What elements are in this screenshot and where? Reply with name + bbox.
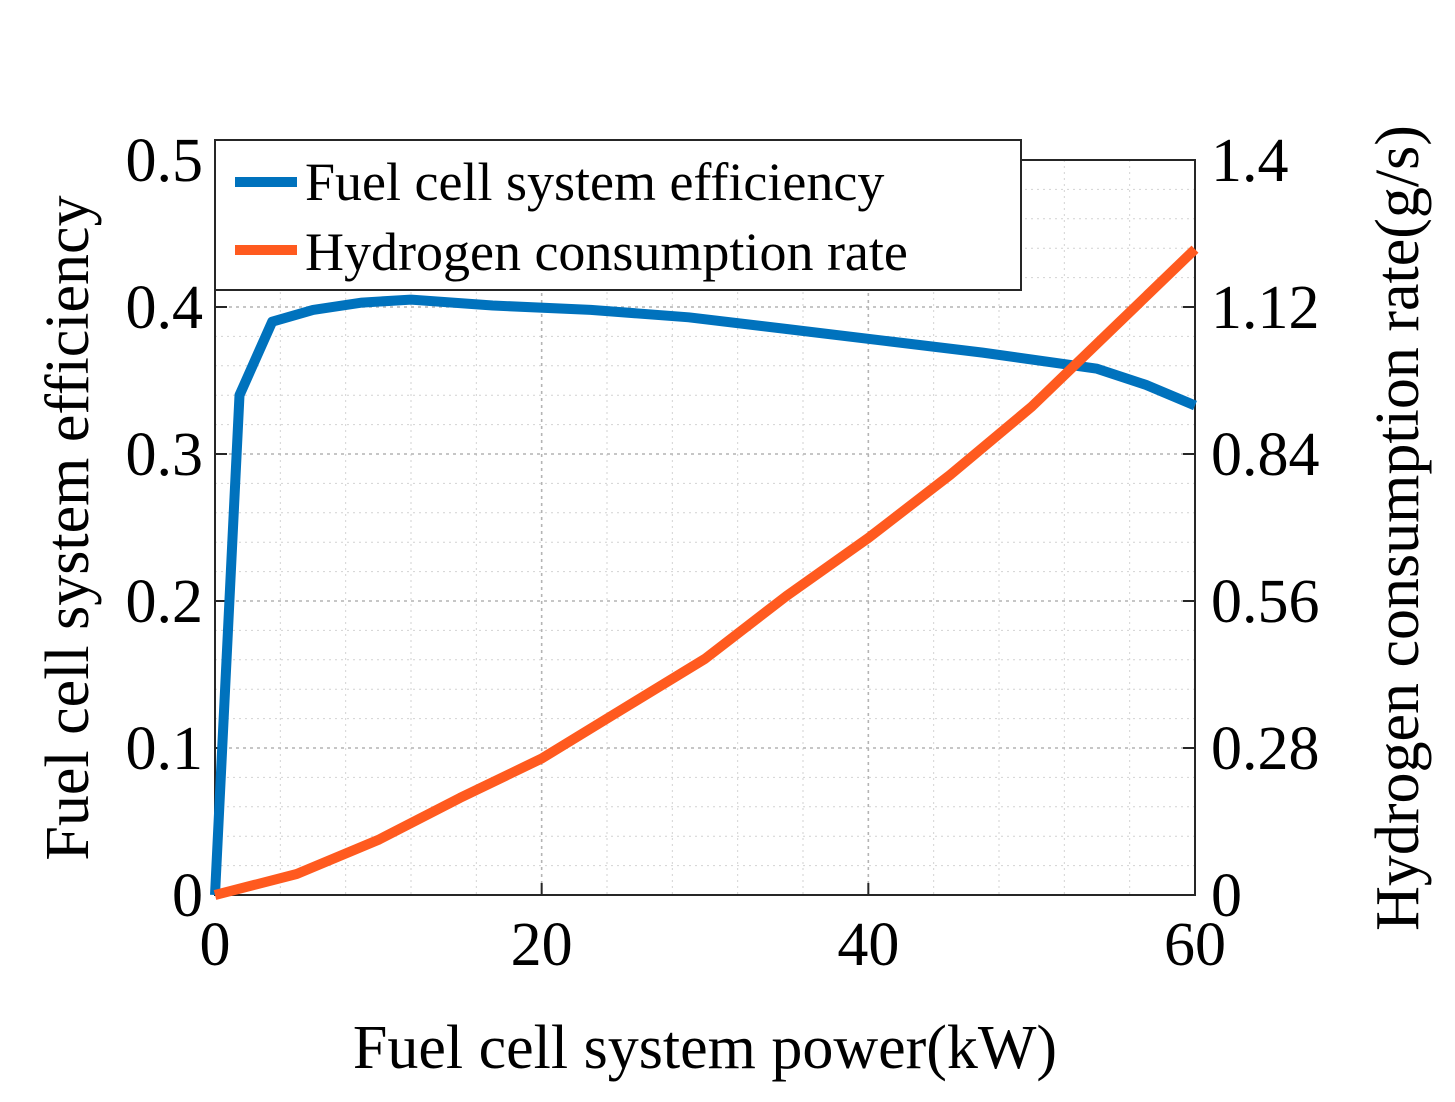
x-axis-title: Fuel cell system power(kW): [353, 1014, 1057, 1082]
right-tick-label: 0: [1211, 862, 1242, 930]
series-line-efficiency: [210, 294, 1197, 896]
legend-box: [214, 139, 1022, 291]
left-tick-label: 0.3: [126, 421, 204, 489]
series-line-hydrogen: [213, 245, 1199, 900]
left-tick-label: 0.5: [126, 127, 204, 195]
legend-label-efficiency: Fuel cell system efficiency: [305, 152, 884, 212]
left-axis-title: Fuel cell system efficiency: [34, 195, 102, 860]
legend-label-hydrogen: Hydrogen consumption rate: [305, 222, 908, 282]
x-tick-label: 0: [200, 911, 231, 979]
left-tick-label: 0.4: [126, 274, 204, 342]
x-tick-label: 20: [511, 911, 573, 979]
left-tick-label: 0: [172, 862, 203, 930]
right-tick-label: 0.28: [1211, 715, 1320, 783]
right-tick-label: 0.84: [1211, 421, 1320, 489]
right-tick-label: 1.12: [1211, 274, 1320, 342]
right-tick-label: 0.56: [1211, 568, 1320, 636]
right-axis-ticks: 0 0.28 0.56 0.84 1.12 1.4: [1183, 127, 1320, 930]
left-tick-label: 0.2: [126, 568, 204, 636]
right-tick-label: 1.4: [1211, 127, 1289, 195]
legend: Fuel cell system efficiency Hydrogen con…: [214, 139, 1022, 291]
left-tick-label: 0.1: [126, 715, 204, 783]
x-axis-ticks: 0 20 40 60: [200, 883, 1226, 979]
series-group: [210, 245, 1199, 900]
left-axis-ticks: 0 0.1 0.2 0.3 0.4 0.5: [126, 127, 227, 930]
x-tick-label: 40: [837, 911, 899, 979]
x-tick-label: 60: [1164, 911, 1226, 979]
right-axis-title: Hydrogen consumption rate(g/s): [1364, 125, 1432, 931]
